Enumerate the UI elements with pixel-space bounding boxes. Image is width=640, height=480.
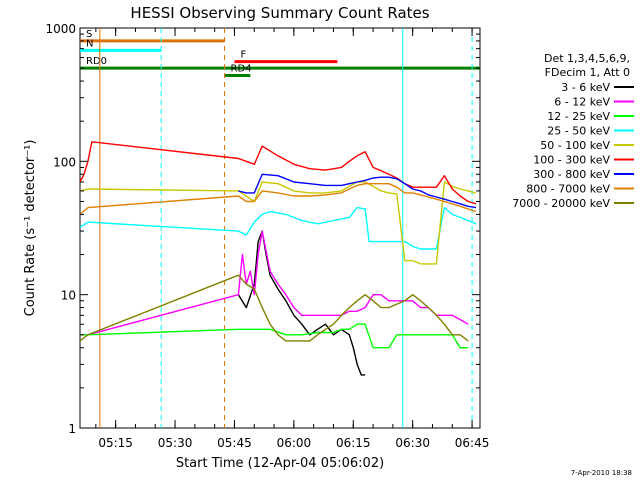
annotation-label: RD4 <box>231 64 252 75</box>
series-line <box>79 206 477 250</box>
x-tick-label: 06:00 <box>277 436 312 450</box>
legend-label: 12 - 25 keV <box>547 110 610 123</box>
chart-title: HESSI Observing Summary Count Rates <box>130 4 429 22</box>
footer-date: 7-Apr-2010 18:38 <box>571 469 632 477</box>
annotation-label: RD0 <box>86 56 107 67</box>
y-axis-label: Count Rate (s⁻¹ detector⁻¹) <box>23 140 38 317</box>
x-axis: 05:15 05:30 05:45 06:00 06:15 06:30 06:45 <box>95 28 490 450</box>
series-line <box>80 230 469 336</box>
legend-label: 3 - 6 keV <box>561 81 610 94</box>
y-tick-label: 100 <box>53 155 76 169</box>
series-line <box>237 230 366 376</box>
x-tick-label: 05:15 <box>98 436 133 450</box>
series-line <box>80 323 469 349</box>
series-line <box>79 274 469 342</box>
legend-label: 25 - 50 keV <box>547 125 610 138</box>
annotation-bars: SN F RD0 RD4 <box>80 29 480 78</box>
x-tick-label: 05:30 <box>158 436 193 450</box>
y-tick-label: 10 <box>61 289 76 303</box>
legend-label: 7000 - 20000 keV <box>512 197 610 210</box>
vertical-markers <box>99 28 473 428</box>
annotation-label: F <box>240 50 246 61</box>
x-tick-label: 06:15 <box>336 436 371 450</box>
x-tick-label: 06:30 <box>395 436 430 450</box>
series-line <box>79 183 477 215</box>
annotation-label: N <box>86 38 93 49</box>
legend-label: 100 - 300 keV <box>533 154 610 167</box>
y-axis: 1 10 100 1000 <box>45 22 480 436</box>
legend-header-line-2: FDecim 1, Att 0 <box>545 66 630 79</box>
plot-area <box>79 27 481 429</box>
series-group <box>79 141 477 376</box>
legend-label: 800 - 7000 keV <box>526 183 610 196</box>
series-line <box>238 173 477 209</box>
y-tick-label: 1 <box>68 422 76 436</box>
x-tick-label: 05:45 <box>217 436 252 450</box>
annotation-label: S <box>86 29 92 40</box>
x-tick-label: 06:45 <box>455 436 490 450</box>
legend-label: 50 - 100 keV <box>540 139 610 152</box>
legend-label: 6 - 12 keV <box>554 96 610 109</box>
y-tick-label: 1000 <box>45 22 76 36</box>
series-line <box>79 141 477 205</box>
legend-label: 300 - 800 keV <box>533 168 610 181</box>
legend-header-line-1: Det 1,3,4,5,6,9, <box>544 52 630 65</box>
x-axis-label: Start Time (12-Apr-04 05:06:02) <box>176 456 384 471</box>
